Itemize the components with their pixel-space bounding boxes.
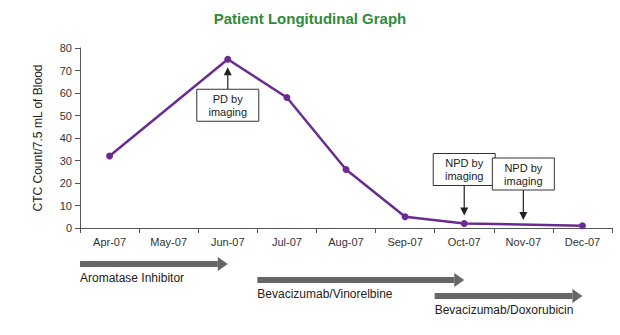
svg-text:Bevacizumab/Doxorubicin: Bevacizumab/Doxorubicin	[435, 303, 574, 317]
svg-text:50: 50	[60, 110, 72, 122]
svg-text:60: 60	[60, 87, 72, 99]
svg-text:40: 40	[60, 132, 72, 144]
svg-text:Oct-07: Oct-07	[448, 236, 481, 248]
svg-text:Aromatase Inhibitor: Aromatase Inhibitor	[80, 271, 184, 285]
svg-text:May-07: May-07	[150, 236, 187, 248]
svg-text:10: 10	[60, 200, 72, 212]
svg-text:20: 20	[60, 177, 72, 189]
svg-text:NPD by: NPD by	[504, 162, 542, 174]
svg-text:NPD by: NPD by	[445, 157, 483, 169]
svg-text:Dec-07: Dec-07	[565, 236, 600, 248]
svg-text:imaging: imaging	[209, 106, 248, 118]
svg-text:Jul-07: Jul-07	[272, 236, 302, 248]
svg-text:Nov-07: Nov-07	[506, 236, 541, 248]
svg-text:imaging: imaging	[504, 175, 543, 187]
svg-text:imaging: imaging	[445, 170, 484, 182]
svg-text:Sep-07: Sep-07	[387, 236, 422, 248]
svg-text:Bevacizumab/Vinorelbine: Bevacizumab/Vinorelbine	[257, 287, 393, 301]
svg-text:Patient Longitudinal Graph: Patient Longitudinal Graph	[214, 10, 407, 27]
svg-text:70: 70	[60, 65, 72, 77]
svg-text:Jun-07: Jun-07	[211, 236, 245, 248]
svg-text:Aug-07: Aug-07	[328, 236, 363, 248]
svg-text:CTC Count/7.5 mL of Blood: CTC Count/7.5 mL of Blood	[31, 65, 45, 212]
svg-text:Apr-07: Apr-07	[93, 236, 126, 248]
svg-text:30: 30	[60, 155, 72, 167]
svg-text:80: 80	[60, 42, 72, 54]
svg-text:0: 0	[66, 222, 72, 234]
svg-text:PD by: PD by	[213, 93, 243, 105]
